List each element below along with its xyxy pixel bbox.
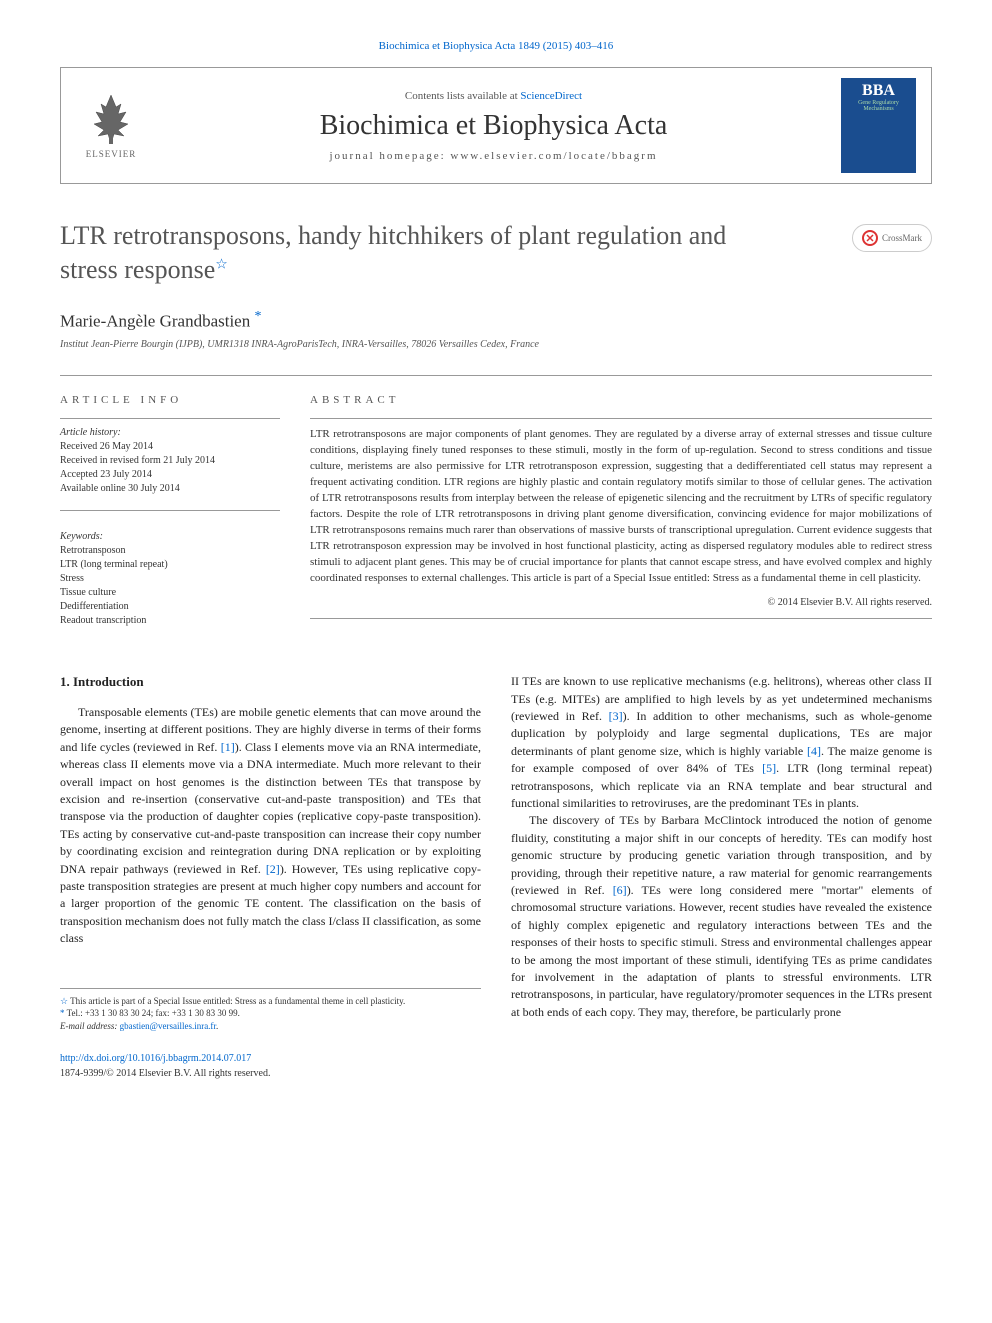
elsevier-logo[interactable]: ELSEVIER: [76, 86, 146, 166]
body-paragraph: Transposable elements (TEs) are mobile g…: [60, 704, 481, 947]
abstract-copyright: © 2014 Elsevier B.V. All rights reserved…: [310, 597, 932, 608]
crossmark-label: CrossMark: [882, 233, 922, 243]
cover-subtitle: Gene Regulatory Mechanisms: [845, 100, 912, 112]
online-date: Available online 30 July 2014: [60, 482, 280, 496]
sciencedirect-link[interactable]: ScienceDirect: [520, 90, 582, 102]
keyword-item: Stress: [60, 572, 280, 586]
footer-block: http://dx.doi.org/10.1016/j.bbagrm.2014.…: [60, 1052, 481, 1081]
doi-link[interactable]: http://dx.doi.org/10.1016/j.bbagrm.2014.…: [60, 1053, 251, 1064]
keywords-block: Keywords: Retrotransposon LTR (long term…: [60, 510, 280, 628]
contents-line: Contents lists available at ScienceDirec…: [161, 90, 826, 102]
cover-bba-label: BBA: [862, 82, 895, 100]
elsevier-label: ELSEVIER: [86, 149, 137, 159]
journal-cover-thumbnail[interactable]: BBA Gene Regulatory Mechanisms: [841, 78, 916, 173]
citation-text: Biochimica et Biophysica Acta 1849 (2015…: [379, 40, 614, 52]
reference-link[interactable]: [4]: [807, 744, 821, 758]
article-info-block: ARTICLE INFO Article history: Received 2…: [60, 394, 280, 628]
footnote-correspondence: * Tel.: +33 1 30 83 30 24; fax: +33 1 30…: [60, 1007, 481, 1020]
article-info-heading: ARTICLE INFO: [60, 394, 280, 406]
author-affiliation: Institut Jean-Pierre Bourgin (IJPB), UMR…: [60, 339, 932, 350]
journal-name: Biochimica et Biophysica Acta: [161, 110, 826, 142]
journal-homepage-line: journal homepage: www.elsevier.com/locat…: [161, 150, 826, 162]
section-divider: [60, 375, 932, 376]
keyword-item: Retrotransposon: [60, 544, 280, 558]
issn-copyright: 1874-9399/© 2014 Elsevier B.V. All right…: [60, 1067, 481, 1082]
abstract-bottom-rule: [310, 618, 932, 619]
info-abstract-row: ARTICLE INFO Article history: Received 2…: [60, 394, 932, 628]
body-column-right: II TEs are known to use replicative mech…: [511, 673, 932, 1081]
keyword-item: LTR (long terminal repeat): [60, 558, 280, 572]
keyword-item: Tissue culture: [60, 586, 280, 600]
reference-link[interactable]: [3]: [609, 709, 623, 723]
keyword-item: Dedifferentiation: [60, 600, 280, 614]
abstract-block: ABSTRACT LTR retrotransposons are major …: [310, 394, 932, 628]
footnote-block: ☆ This article is part of a Special Issu…: [60, 988, 481, 1033]
homepage-url[interactable]: www.elsevier.com/locate/bbagrm: [450, 150, 657, 162]
reference-link[interactable]: [2]: [266, 862, 280, 876]
section-heading: 1. Introduction: [60, 673, 481, 692]
crossmark-badge[interactable]: CrossMark: [852, 224, 932, 252]
author-name: Marie-Angèle Grandbastien *: [60, 309, 932, 332]
reference-link[interactable]: [1]: [221, 740, 235, 754]
journal-header-box: ELSEVIER Contents lists available at Sci…: [60, 67, 932, 184]
footnote-special-issue: ☆ This article is part of a Special Issu…: [60, 995, 481, 1008]
body-column-left: 1. Introduction Transposable elements (T…: [60, 673, 481, 1081]
title-footnote-marker[interactable]: ☆: [215, 257, 228, 272]
abstract-heading: ABSTRACT: [310, 394, 932, 406]
revised-date: Received in revised form 21 July 2014: [60, 454, 280, 468]
article-title: LTR retrotransposons, handy hitchhikers …: [60, 219, 780, 287]
reference-link[interactable]: [6]: [613, 883, 627, 897]
crossmark-icon: [862, 230, 878, 246]
footnote-email: E-mail address: gbastien@versailles.inra…: [60, 1020, 481, 1033]
journal-citation-header[interactable]: Biochimica et Biophysica Acta 1849 (2015…: [60, 40, 932, 52]
keywords-label: Keywords:: [60, 531, 280, 542]
article-history-label: Article history:: [60, 418, 280, 438]
elsevier-tree-icon: [86, 92, 136, 147]
body-paragraph: The discovery of TEs by Barbara McClinto…: [511, 812, 932, 1021]
header-center: Contents lists available at ScienceDirec…: [161, 90, 826, 162]
abstract-text: LTR retrotransposons are major component…: [310, 418, 932, 586]
email-link[interactable]: gbastien@versailles.inra.fr: [120, 1021, 216, 1031]
keyword-item: Readout transcription: [60, 614, 280, 628]
accepted-date: Accepted 23 July 2014: [60, 468, 280, 482]
reference-link[interactable]: [5]: [762, 761, 776, 775]
body-columns: 1. Introduction Transposable elements (T…: [60, 673, 932, 1081]
body-paragraph: II TEs are known to use replicative mech…: [511, 673, 932, 812]
received-date: Received 26 May 2014: [60, 440, 280, 454]
corresponding-author-marker[interactable]: *: [254, 309, 261, 324]
title-section: CrossMark LTR retrotransposons, handy hi…: [60, 219, 932, 350]
